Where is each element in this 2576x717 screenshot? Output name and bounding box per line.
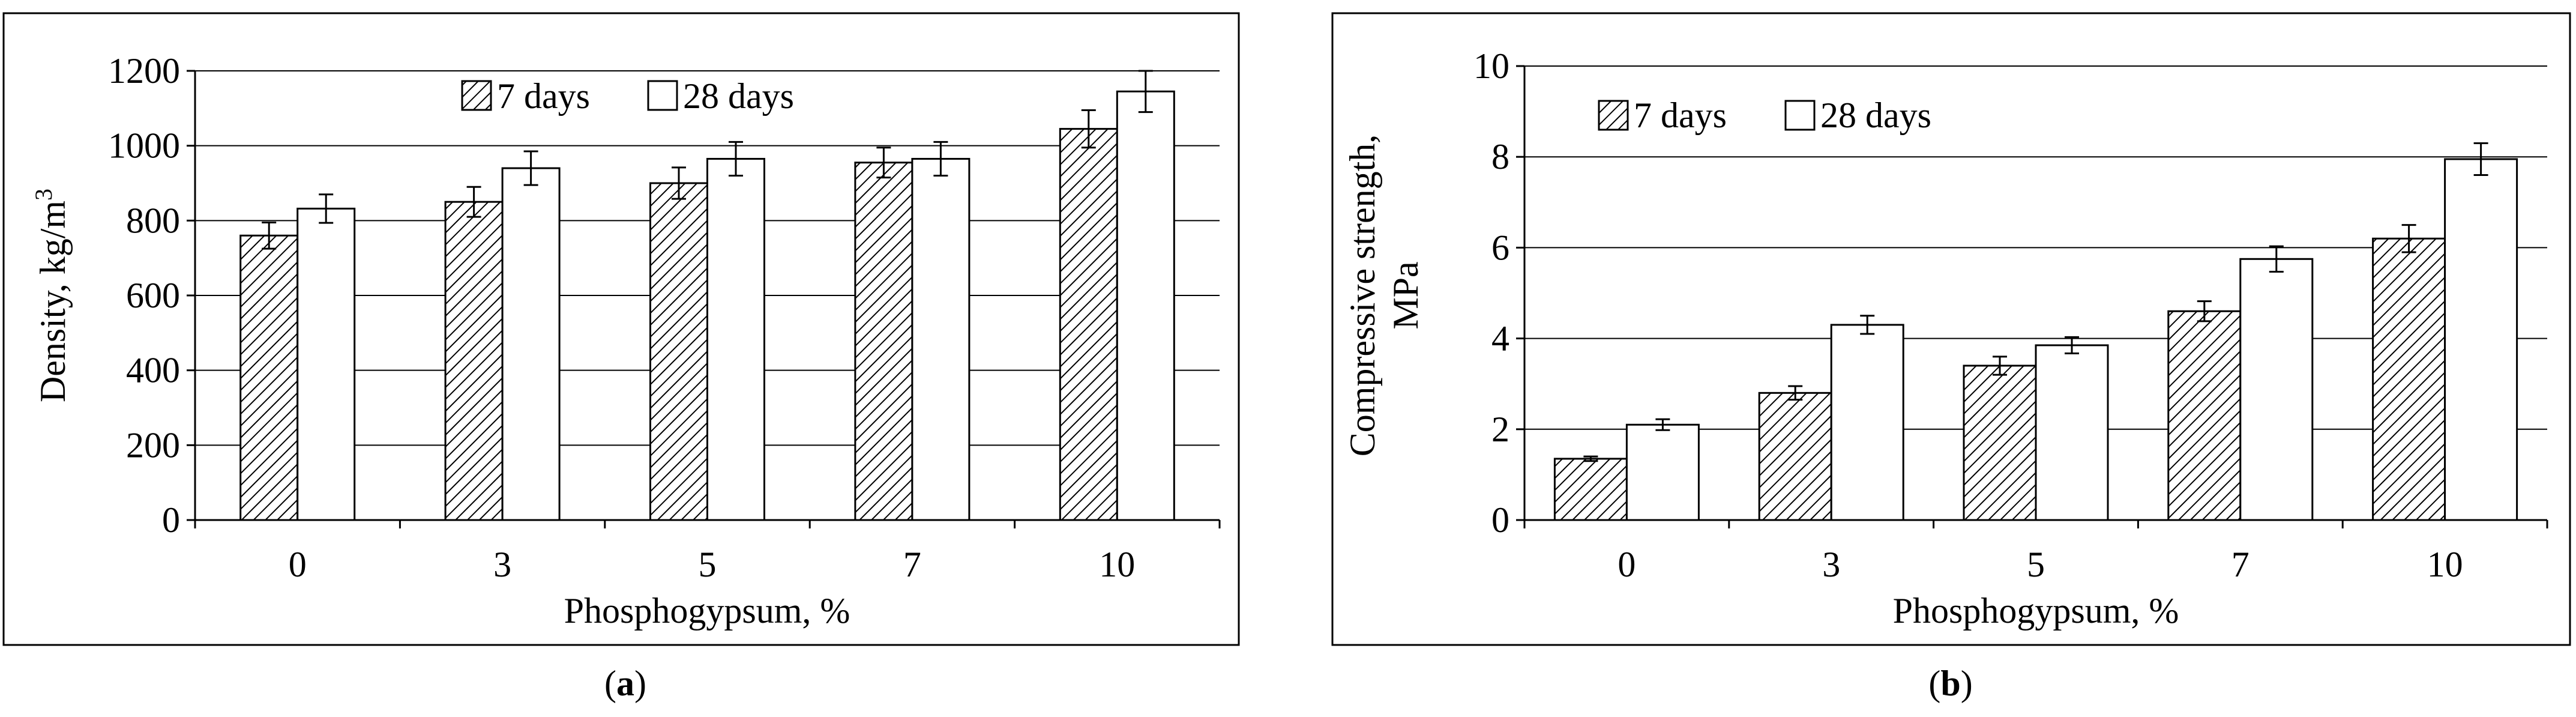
panel-a-legend: 7 days 28 days <box>461 76 794 116</box>
panel-b-error-bar <box>1860 315 1875 335</box>
panel-b-error-bar <box>1993 355 2007 376</box>
panel-b-xtick-label: 7 <box>2231 545 2249 584</box>
panel-b-bar-28days <box>1625 423 1700 521</box>
panel-a-frame <box>2 12 1240 646</box>
panel-a-xtick-label: 10 <box>1099 545 1135 584</box>
panel-a-ticks <box>187 70 1221 528</box>
panel-a-bar-28days <box>911 157 971 521</box>
panel-b-bar-28days <box>2444 158 2518 521</box>
panel-b-xtick-label: 0 <box>1618 545 1636 584</box>
panel-b-y-axis-title-line1: Compressive strength, <box>1343 135 1382 457</box>
panel-b-legend-swatch-28days <box>1784 100 1816 131</box>
panel-b-bar-7days <box>2372 237 2446 521</box>
panel-a-bar-28days <box>706 157 765 521</box>
panel-a-bar-28days <box>1116 90 1175 521</box>
panel-a-ytick-label: 600 <box>126 276 180 315</box>
panel-a-error-bar <box>1081 109 1096 149</box>
panel-a-bar-7days <box>444 201 504 521</box>
panel-a-y-axis-title-main: Density, kg/m <box>33 201 73 402</box>
panel-a-bar-7days <box>239 234 299 521</box>
panel-b-legend-label-7days: 7 days <box>1634 95 1727 135</box>
panel-a-ytick-labels: 0 200 400 600 800 1000 1200 <box>108 51 180 540</box>
panel-a-bar-7days <box>649 182 708 521</box>
panel-a-xtick-label: 7 <box>903 545 921 584</box>
panel-b-legend: 7 days 28 days <box>1598 95 1931 135</box>
panel-a-bar-28days <box>296 207 356 521</box>
panel-b-xtick-labels: 0 3 5 7 10 <box>1618 545 2463 584</box>
panel-b-x-axis-title: Phosphogypsum, % <box>1893 591 2179 631</box>
panel-b-error-bar <box>2401 224 2416 253</box>
panel-a-error-bar <box>1138 70 1153 113</box>
panel-a-ytick-label: 800 <box>126 201 180 240</box>
panel-b-frame <box>1331 12 2571 646</box>
panel-a-xtick-label: 0 <box>289 545 307 584</box>
panel-b-ytick-label: 6 <box>1491 228 1509 267</box>
panel-b-error-bar <box>1655 418 1670 431</box>
panel-a: 0 200 400 600 800 1000 1200 0 3 5 7 10 Phosphogyps… <box>2 12 1240 703</box>
panel-a-ytick-label: 0 <box>162 500 180 540</box>
panel-a-error-bar <box>523 150 538 186</box>
panel-b-ticks <box>1516 65 2548 528</box>
panel-b-error-bar <box>2269 245 2284 273</box>
panel-a-xtick-labels: 0 3 5 7 10 <box>289 545 1136 584</box>
panel-a-bar-7days <box>1059 128 1118 521</box>
panel-a-x-axis-title: Phosphogypsum, % <box>564 591 850 631</box>
panel-a-ytick-label: 1200 <box>108 51 180 91</box>
panel-b-bar-7days <box>1758 392 1832 521</box>
panel-b-y-axis-title-line2: MPa <box>1386 261 1425 329</box>
panel-b-bar-28days <box>2035 344 2109 521</box>
panel-b-ytick-label: 2 <box>1491 410 1509 449</box>
panel-b-ytick-label: 10 <box>1473 46 1509 86</box>
panel-a-legend-label-28days: 28 days <box>683 76 794 116</box>
panel-b-ytick-labels: 0 2 4 6 8 10 <box>1473 46 1509 540</box>
panel-b-xtick-label: 3 <box>1822 545 1840 584</box>
panel-b-ytick-label: 4 <box>1491 319 1509 358</box>
panel-a-error-bar <box>729 141 743 177</box>
panel-a-ytick-label: 400 <box>126 351 180 390</box>
panel-a-error-bar <box>876 147 891 179</box>
panel-a-bar-28days <box>501 167 561 521</box>
panel-a-xtick-label: 3 <box>493 545 511 584</box>
panel-a-bar-7days <box>854 162 913 521</box>
panel-b-ytick-label: 8 <box>1491 137 1509 177</box>
panel-b-legend-swatch-7days <box>1598 100 1629 131</box>
panel-a-label: (a) <box>604 664 646 703</box>
panel-b-error-bar <box>2197 300 2212 322</box>
panel-b-ytick-label: 0 <box>1491 500 1509 540</box>
panel-a-error-bar <box>262 221 277 250</box>
panel-b: 0 2 4 6 8 10 0 3 5 7 10 Phosphogypsum, % Compress… <box>1331 12 2571 703</box>
panel-b-bar-7days <box>1553 458 1628 521</box>
panel-b-xtick-label: 5 <box>2027 545 2045 584</box>
panel-b-bar-7days <box>2167 310 2242 521</box>
panel-b-bar-28days <box>1830 324 1904 521</box>
panel-a-error-bar <box>933 141 948 177</box>
panel-a-error-bar <box>672 166 686 200</box>
panel-b-bar-7days <box>1963 365 2037 521</box>
panel-a-legend-swatch-7days <box>461 80 492 111</box>
panel-a-error-bar <box>466 186 481 218</box>
panel-b-error-bar <box>2065 336 2079 355</box>
panel-a-xtick-label: 5 <box>699 545 717 584</box>
panel-b-error-bar <box>1788 385 1803 401</box>
panel-a-legend-label-7days: 7 days <box>497 76 590 116</box>
panel-a-ytick-label: 1000 <box>108 126 180 166</box>
panel-b-legend-label-28days: 28 days <box>1820 95 1931 135</box>
panel-a-errors <box>262 70 1153 250</box>
panel-b-label: (b) <box>1928 664 1972 703</box>
panel-a-ytick-label: 200 <box>126 425 180 465</box>
panel-a-legend-swatch-28days <box>647 80 678 111</box>
panel-a-y-axis-title-sup: 3 <box>30 189 57 201</box>
panel-b-bar-28days <box>2239 258 2314 521</box>
panel-b-error-bar <box>2473 142 2488 176</box>
panel-a-y-axis-title: Density, kg/m3 <box>30 189 73 402</box>
panel-b-xtick-label: 10 <box>2427 545 2463 584</box>
panel-b-errors <box>1583 142 2488 462</box>
panel-a-error-bar <box>319 193 334 224</box>
panel-b-error-bar <box>1583 455 1598 462</box>
